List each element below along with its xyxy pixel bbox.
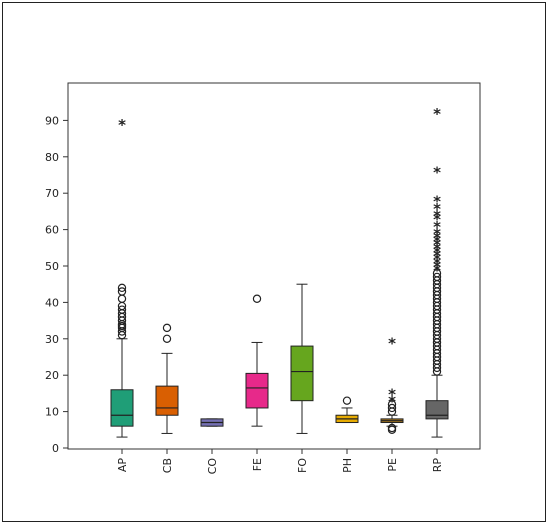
box-iqr <box>290 345 314 402</box>
y-tick-label: 60 <box>45 224 59 237</box>
outlier-point <box>387 400 397 409</box>
extreme-point: * <box>433 243 441 261</box>
extreme-point: * <box>433 211 441 229</box>
extreme-point: * <box>433 262 441 280</box>
box-iqr <box>155 385 179 416</box>
box-iqr <box>425 400 449 420</box>
extreme-point: * <box>433 240 441 258</box>
box-co <box>200 418 224 427</box>
outlier-point <box>117 294 127 303</box>
y-axis: 0 10 20 30 40 50 60 70 80 90 <box>45 114 68 455</box>
extreme-point: * <box>433 192 441 210</box>
outlier-point <box>387 423 397 433</box>
y-tick-label: 20 <box>45 369 59 382</box>
x-tick-label-fo: FO <box>296 458 309 473</box>
y-tick-label: 70 <box>45 187 59 200</box>
outlier-point <box>117 287 127 296</box>
x-tick-label-co: CO <box>206 458 219 475</box>
y-tick-label: 80 <box>45 151 59 164</box>
extreme-point: * <box>433 229 441 247</box>
outlier-point <box>432 269 442 278</box>
box-iqr <box>110 389 134 427</box>
box-fo <box>290 283 314 434</box>
x-tick-label-ph: PH <box>341 458 354 473</box>
outlier-point <box>117 305 127 314</box>
extreme-point: * <box>388 385 396 403</box>
extreme-point: * <box>118 116 126 134</box>
box-pe: *** <box>380 334 404 434</box>
outlier-point <box>252 294 262 303</box>
y-tick-label: 90 <box>45 114 59 127</box>
chart-frame: 0 10 20 30 40 50 60 70 80 90 AP CB CO FE FO PH PE RP * * *… <box>2 2 546 522</box>
x-tick-label-rp: RP <box>431 458 444 473</box>
box-ph <box>335 396 359 424</box>
extreme-point: * <box>433 236 441 254</box>
box-iqr <box>245 372 269 409</box>
extreme-point: * <box>433 225 441 243</box>
extreme-point: * <box>433 207 441 225</box>
outlier-point <box>342 396 352 405</box>
extreme-point: * <box>433 247 441 265</box>
extreme-point: * <box>433 258 441 276</box>
box-fe <box>245 294 269 427</box>
box-ap: * <box>110 116 134 438</box>
y-tick-label: 0 <box>52 442 59 455</box>
extreme-point: * <box>433 105 441 123</box>
extreme-point: * <box>433 163 441 181</box>
x-axis: AP CB CO FE FO PH PE RP <box>116 449 444 474</box>
y-tick-label: 30 <box>45 333 59 346</box>
extreme-point: * <box>433 200 441 218</box>
extreme-point: * <box>433 254 441 272</box>
boxes-group: ********************** <box>110 105 449 438</box>
outlier-point <box>162 334 172 343</box>
x-tick-label-fe: FE <box>251 458 264 471</box>
x-tick-label-cb: CB <box>161 458 174 473</box>
box-cb <box>155 323 179 434</box>
outlier-point <box>117 283 127 293</box>
x-tick-label-ap: AP <box>116 458 129 473</box>
extreme-point: * <box>433 218 441 236</box>
outlier-point <box>387 403 397 413</box>
outlier-point <box>162 323 172 333</box>
extreme-point: * <box>433 251 441 269</box>
y-tick-label: 10 <box>45 406 59 419</box>
x-tick-label-pe: PE <box>386 458 399 472</box>
y-tick-label: 40 <box>45 296 59 309</box>
outlier-point <box>432 272 442 282</box>
extreme-point: * <box>388 334 396 352</box>
extreme-point: * <box>433 233 441 251</box>
y-tick-label: 50 <box>45 260 59 273</box>
extreme-point: * <box>388 393 396 411</box>
box-rp: ****************** <box>425 105 449 438</box>
